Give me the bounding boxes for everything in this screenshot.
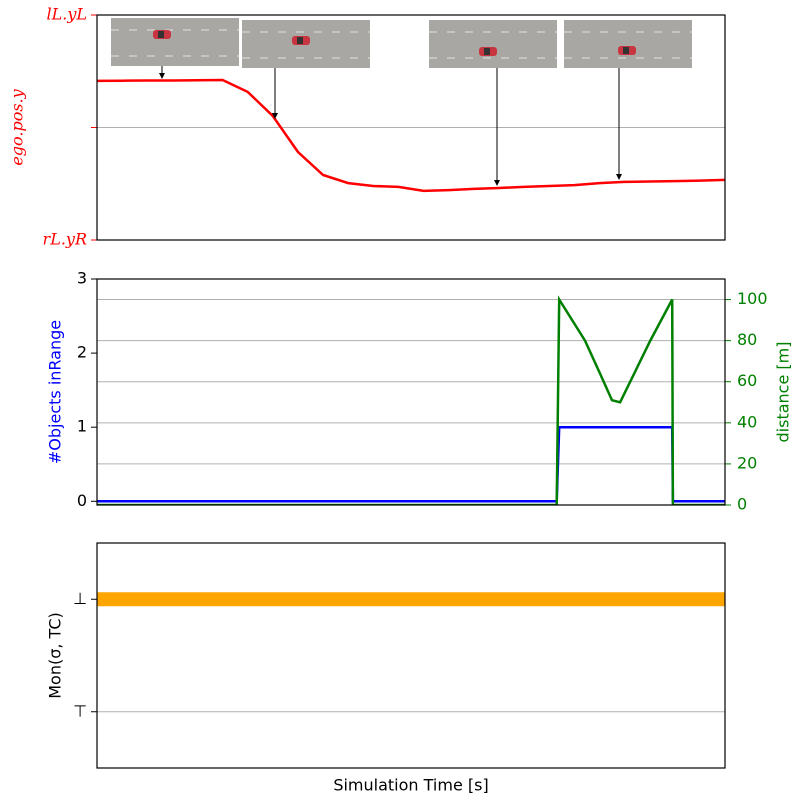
y2-tick-label: 20 — [737, 453, 757, 472]
arrow-head — [272, 113, 278, 119]
car-window — [297, 37, 303, 44]
y-tick-label: lL.yL — [47, 5, 88, 24]
thumbnail — [564, 20, 692, 68]
arrow-head — [159, 73, 165, 79]
data-line — [97, 78, 725, 193]
road — [429, 20, 557, 68]
plot-frame — [96, 278, 726, 506]
y-axis-label: ego.pos.y — [8, 88, 27, 165]
y-tick-label: 3 — [77, 269, 87, 288]
plot-frame — [96, 542, 726, 769]
y-tick-label: 0 — [77, 491, 87, 510]
road — [564, 20, 692, 68]
y-tick-label: ⊥ — [73, 589, 87, 608]
thumbnail — [429, 20, 557, 68]
y2-tick-label: 40 — [737, 412, 757, 431]
y-tick-label: 1 — [77, 417, 87, 436]
data-line — [97, 295, 725, 505]
car-window — [623, 47, 629, 54]
plot-frame — [96, 14, 726, 241]
y-axis-label: #Objects inRange — [46, 320, 65, 464]
y2-tick-label: 80 — [737, 330, 757, 349]
car-window — [484, 48, 490, 55]
y2-tick-label: 0 — [737, 495, 747, 514]
thumbnail — [242, 20, 370, 68]
y2-tick-label: 100 — [737, 289, 768, 308]
y-tick-label: 2 — [77, 343, 87, 362]
y-tick-label: rL.yR — [43, 230, 87, 249]
thumbnail — [111, 18, 239, 66]
y-tick-label: ⊤ — [73, 701, 87, 720]
car-window — [158, 31, 164, 38]
data-line — [97, 425, 725, 503]
x-axis-label: Simulation Time [s] — [333, 776, 488, 795]
y2-axis-label: distance [m] — [774, 342, 793, 443]
arrow-head — [494, 180, 500, 186]
road — [111, 18, 239, 66]
y-axis-label: Mon(σ, TC) — [46, 612, 65, 699]
y2-tick-label: 60 — [737, 371, 757, 390]
arrow-head — [616, 174, 622, 180]
